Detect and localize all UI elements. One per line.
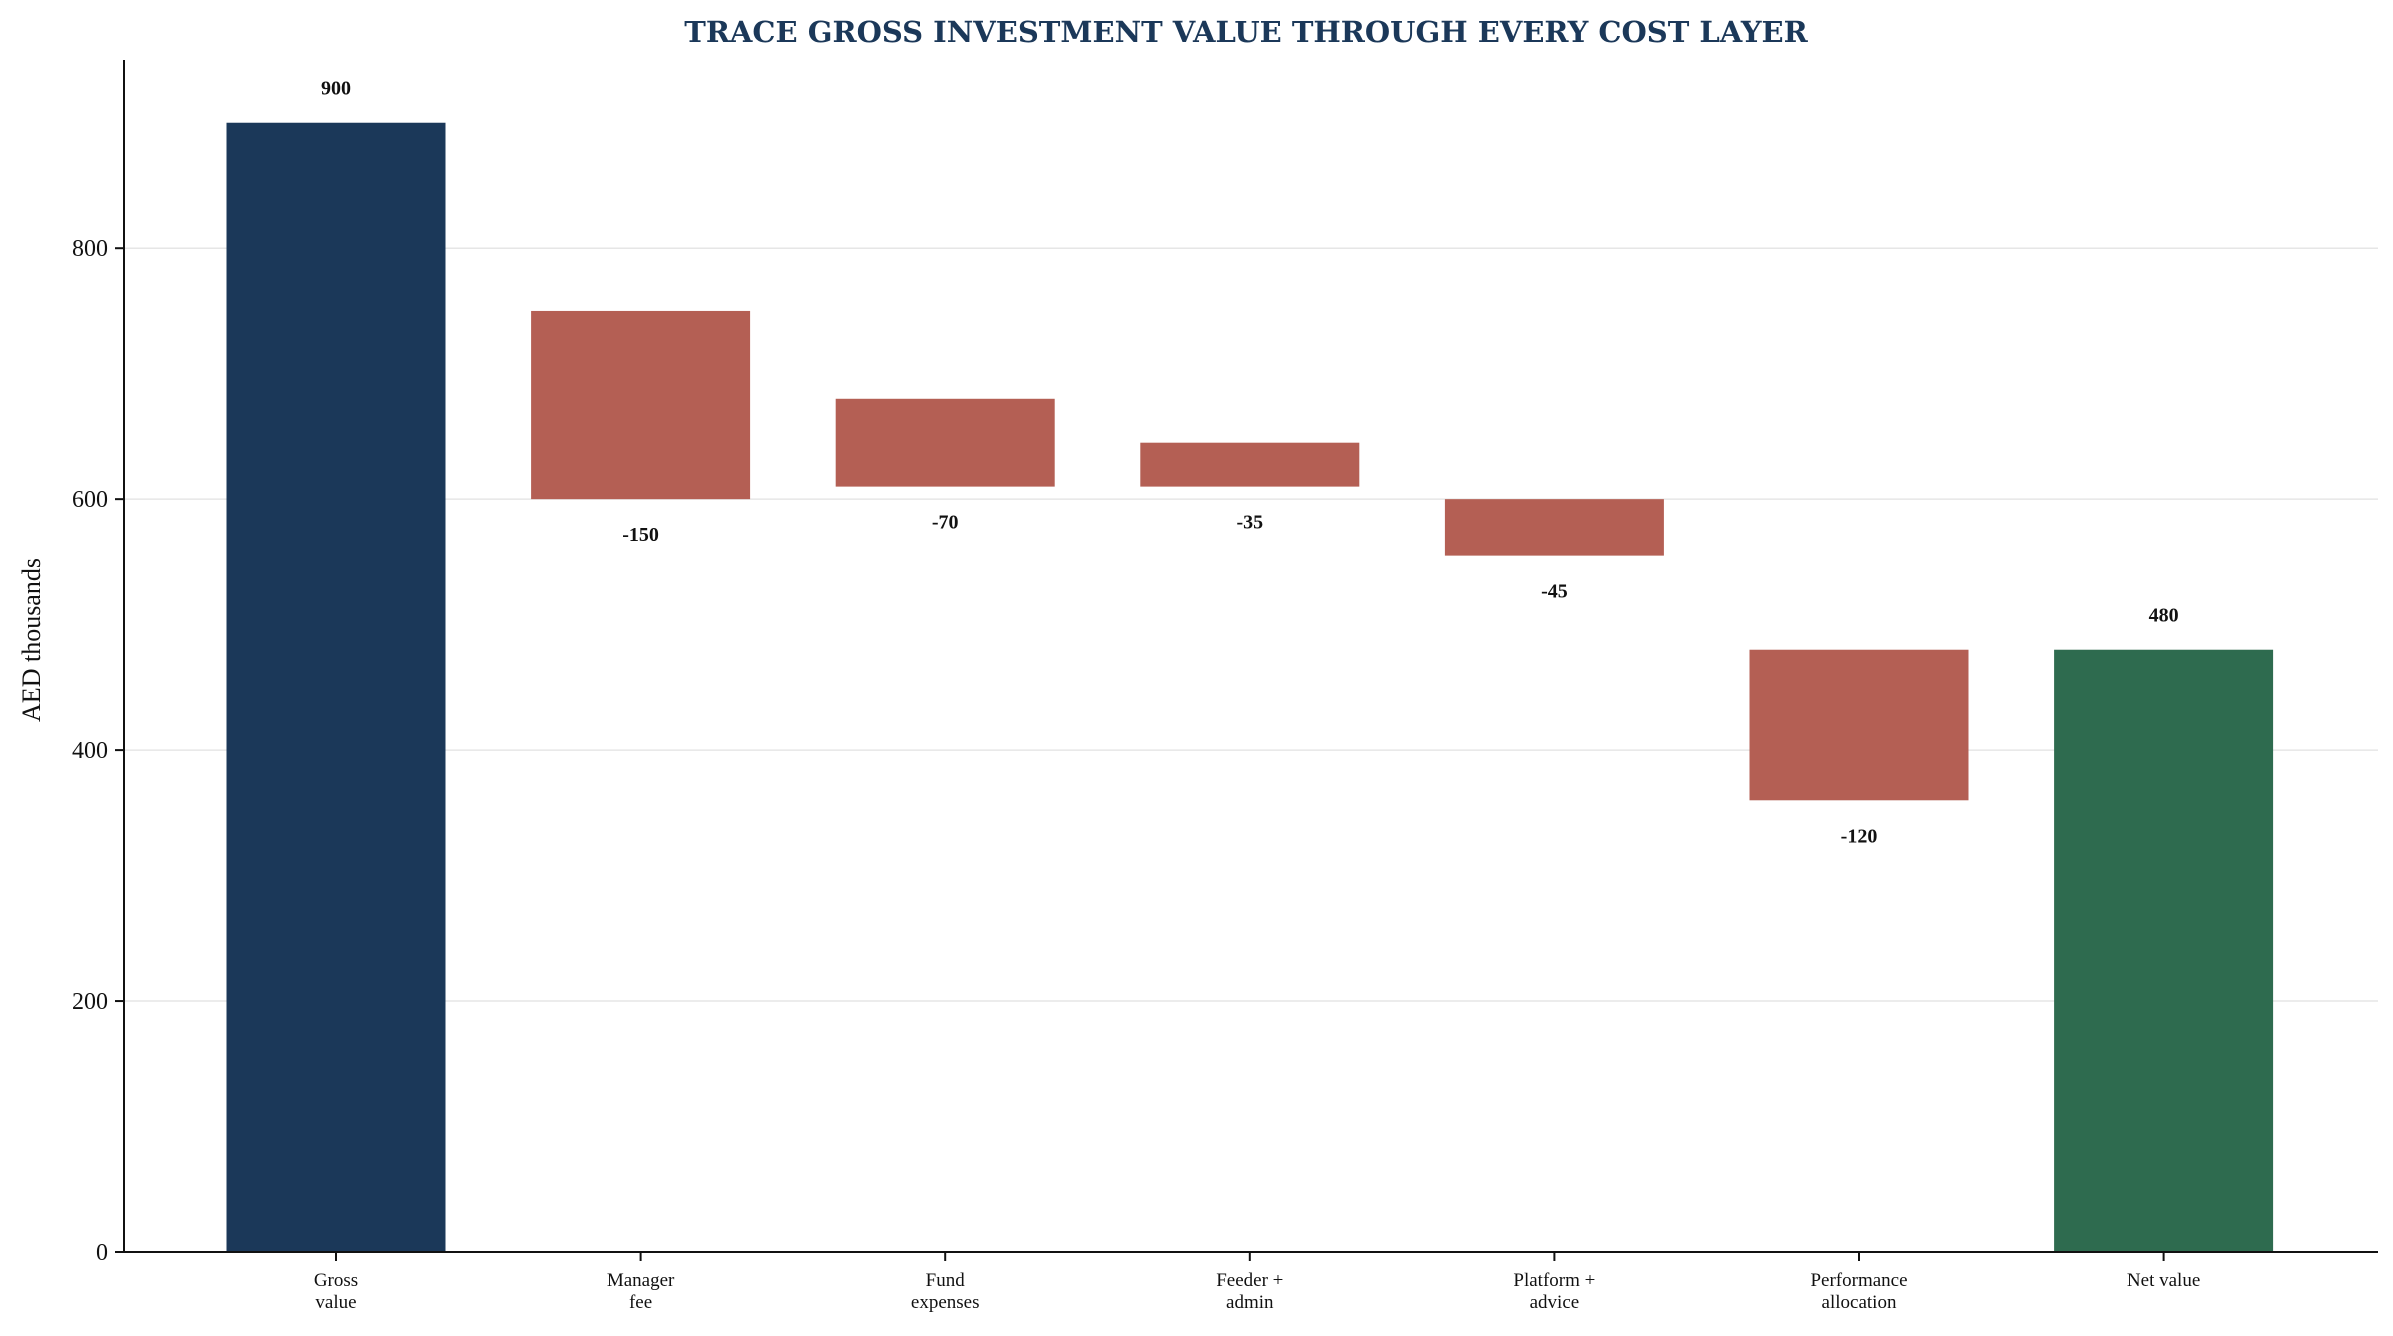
bar-2 [835, 398, 1055, 487]
gridlines [124, 247, 2378, 1002]
y-tick-label: 800 [72, 236, 108, 262]
x-tick-label: Fund [926, 1270, 966, 1291]
data-label-3: -35 [1236, 512, 1263, 534]
x-tick-label: Net value [2127, 1270, 2200, 1291]
x-tick-label: advice [1530, 1292, 1580, 1313]
bar-1 [531, 310, 751, 500]
data-label-1: -150 [622, 524, 659, 546]
x-tick-label: Gross [314, 1270, 358, 1291]
y-axis-label: AED thousands [17, 558, 46, 722]
x-tick-label: expenses [911, 1292, 980, 1313]
chart-title: TRACE GROSS INVESTMENT VALUE THROUGH EVE… [684, 15, 1808, 49]
x-tick-label: Manager [607, 1270, 675, 1291]
data-label-6: 480 [2149, 605, 2179, 627]
data-label-0: 900 [321, 78, 351, 100]
y-tick-label: 400 [72, 738, 108, 764]
bar-5 [1749, 649, 1969, 801]
data-label-2: -70 [932, 512, 959, 534]
x-tick-label: admin [1226, 1292, 1274, 1313]
x-tick-label: Performance [1810, 1270, 1907, 1291]
bar-0 [226, 122, 446, 1253]
bar-6 [2054, 649, 2274, 1252]
y-tick-label: 600 [72, 487, 108, 513]
x-tick-label: fee [629, 1292, 652, 1313]
data-labels: 900 -150 -70 -35 -45 -120 480 [321, 78, 2179, 848]
x-tick-label: value [315, 1292, 356, 1313]
y-axis: 0 200 400 600 800 [72, 60, 125, 1266]
x-tick-label: Feeder + [1216, 1270, 1283, 1291]
x-tick-label: allocation [1822, 1292, 1897, 1313]
bar-4 [1444, 499, 1664, 556]
data-label-5: -120 [1841, 825, 1878, 847]
bar-3 [1140, 442, 1360, 487]
y-tick-label: 0 [96, 1240, 108, 1266]
bars [226, 122, 2274, 1253]
data-label-4: -45 [1541, 581, 1568, 603]
x-tick-label: Platform + [1513, 1270, 1595, 1291]
y-tick-label: 200 [72, 989, 108, 1015]
